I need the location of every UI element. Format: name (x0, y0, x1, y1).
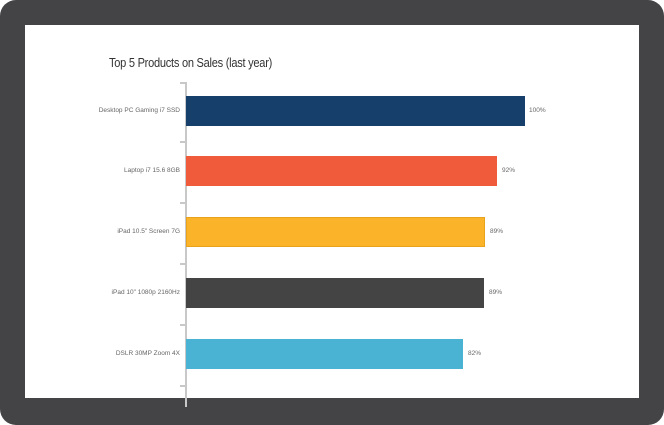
value-label: 82% (468, 350, 482, 357)
category-label: iPad 10.5" Screen 7G (117, 228, 180, 235)
chart-area: Top 5 Products on Sales (last year) Desk… (25, 25, 639, 407)
value-label: 89% (490, 228, 504, 235)
bar-4 (186, 278, 484, 308)
value-label: 92% (502, 167, 516, 174)
bar-5 (186, 339, 463, 369)
bar-1 (186, 96, 525, 126)
axis-tick (180, 82, 186, 84)
category-label: Desktop PC Gaming i7 SSD (98, 107, 180, 114)
value-label: 89% (489, 289, 503, 296)
bar-3 (186, 217, 485, 247)
chart-title: Top 5 Products on Sales (last year) (109, 55, 273, 70)
axis-tick (180, 263, 186, 265)
category-label: Laptop i7 15.6 8GB (123, 167, 180, 174)
category-label: DSLR 30MP Zoom 4X (115, 350, 180, 357)
axis-tick (180, 202, 186, 204)
axis-tick (180, 324, 186, 326)
bar-2 (186, 156, 497, 186)
axis-tick (180, 385, 186, 387)
category-label: iPad 10" 1080p 2160Hz (111, 289, 180, 296)
axis-tick (180, 141, 186, 143)
value-label: 100% (529, 107, 546, 114)
